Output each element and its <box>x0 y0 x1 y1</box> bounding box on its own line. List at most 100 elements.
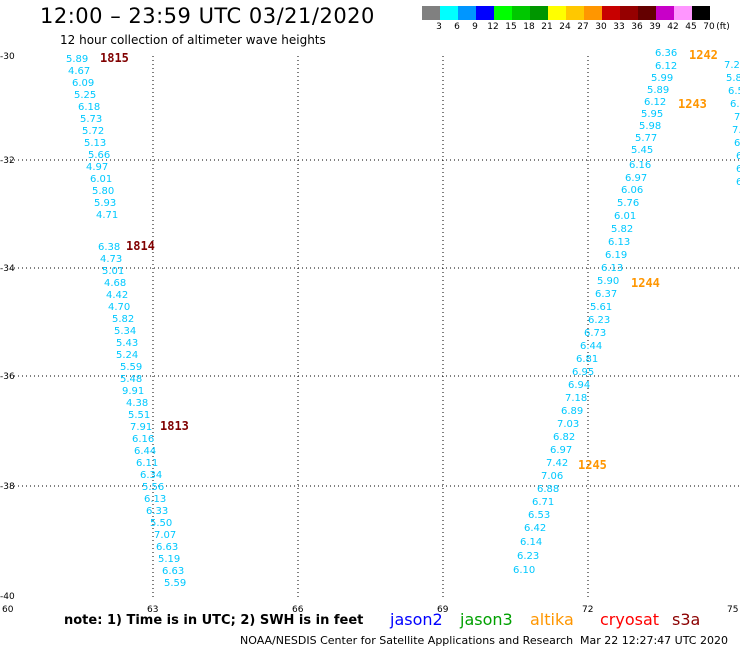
wave-height-value: 5.50 <box>150 518 172 529</box>
page-title: 12:00 – 23:59 UTC 03/21/2020 <box>40 4 375 28</box>
legend-value: 39 <box>649 22 661 32</box>
wave-height-value: 6.06 <box>621 185 643 196</box>
wave-height-value: 6.95 <box>572 367 594 378</box>
wave-height-value: 6.88 <box>537 484 559 495</box>
wave-height-value: 5.89 <box>66 54 88 65</box>
wave-height-value: 6.10 <box>513 565 535 576</box>
wave-height-value: 6.13 <box>601 263 623 274</box>
wave-height-value: 5.72 <box>82 126 104 137</box>
wave-height-value: 6.33 <box>146 506 168 517</box>
wave-height-value: 5.89 <box>647 85 669 96</box>
wave-height-value: 6.23 <box>588 315 610 326</box>
wave-height-value: 5.45 <box>631 145 653 156</box>
wave-height-value: 6.01 <box>90 174 112 185</box>
pass-time-label: 1813 <box>160 419 189 433</box>
wave-height-value: 6.71 <box>532 497 554 508</box>
wave-height-value: 5.51 <box>128 410 150 421</box>
legend-swatch <box>512 6 530 20</box>
wave-height-value: 5.95 <box>641 109 663 120</box>
wave-height-value: 6 <box>736 177 740 188</box>
wave-height-value: 4.42 <box>106 290 128 301</box>
wave-height-value: 5.01 <box>102 266 124 277</box>
timestamp-text: Mar 22 12:27:47 UTC 2020 <box>580 634 728 647</box>
wave-height-value: 6.44 <box>580 341 602 352</box>
legend-swatch <box>692 6 710 20</box>
wave-height-value: 6.2 <box>730 99 740 110</box>
wave-height-value: 5.56 <box>142 482 164 493</box>
legend-swatch <box>638 6 656 20</box>
wave-height-value: 4.67 <box>68 66 90 77</box>
wave-height-value: 4.38 <box>126 398 148 409</box>
longitude-tick-label: 72 <box>582 605 593 615</box>
wave-height-value: 6. <box>736 164 740 175</box>
wave-height-value: 6.53 <box>528 510 550 521</box>
legend-swatch <box>656 6 674 20</box>
wave-height-value: 5.76 <box>617 198 639 209</box>
wave-height-value: 5.24 <box>116 350 138 361</box>
credit-text: NOAA/NESDIS Center for Satellite Applica… <box>240 634 574 647</box>
legend-swatch <box>476 6 494 20</box>
wave-height-value: 5.48 <box>120 374 142 385</box>
note-text: note: 1) Time is in UTC; 2) SWH is in fe… <box>64 613 364 628</box>
wave-height-value: 6.42 <box>524 523 546 534</box>
page-subtitle: 12 hour collection of altimeter wave hei… <box>60 33 326 47</box>
legend-value: 21 <box>541 22 553 32</box>
wave-height-value: 5.90 <box>597 276 619 287</box>
wave-height-value: 7.07 <box>154 530 176 541</box>
wave-height-value: 4.97 <box>86 162 108 173</box>
wave-height-value: 4.71 <box>96 210 118 221</box>
legend-swatch <box>422 6 440 20</box>
wave-height-value: 6.34 <box>140 470 162 481</box>
wave-height-value: 7.06 <box>541 471 563 482</box>
wave-height-value: 6.19 <box>605 250 627 261</box>
longitude-tick-label: 69 <box>437 605 449 615</box>
pass-time-label: 1242 <box>689 48 718 62</box>
wave-height-value: 6.44 <box>134 446 156 457</box>
satellite-legend-jason2: jason2 <box>390 610 443 629</box>
wave-height-value: 6.12 <box>655 61 677 72</box>
legend-value: 70 <box>703 22 715 32</box>
pass-time-label: 1245 <box>578 458 607 472</box>
wave-height-value: 5.77 <box>635 133 657 144</box>
latitude-tick-label: -36 <box>0 372 15 382</box>
wave-height-value: 7.2 <box>724 60 740 71</box>
wave-height-value: 6.97 <box>550 445 572 456</box>
satellite-legend-altika: altika <box>530 610 574 629</box>
pass-time-label: 1244 <box>631 276 660 290</box>
wave-height-value: 6.94 <box>568 380 590 391</box>
wave-height-value: 6.23 <box>517 551 539 562</box>
satellite-legend-cryosat: cryosat <box>600 610 660 629</box>
wave-height-value: 5.19 <box>158 554 180 565</box>
wave-height-value: 7.18 <box>565 393 587 404</box>
wave-height-value: 4.73 <box>100 254 122 265</box>
wave-height-value: 6.13 <box>144 494 166 505</box>
wave-height-value: 6.11 <box>136 458 158 469</box>
legend-swatch <box>458 6 476 20</box>
satellite-legend-s3a: s3a <box>672 610 701 629</box>
wave-height-value: 6.36 <box>655 48 677 59</box>
legend-value: 33 <box>613 22 625 32</box>
wave-height-value: 6.81 <box>576 354 598 365</box>
wave-height-value: 6.82 <box>553 432 575 443</box>
legend-value: 27 <box>577 22 589 32</box>
wave-height-value: 6.63 <box>162 566 184 577</box>
pass-time-label: 1814 <box>126 239 155 253</box>
legend-value: 3 <box>436 22 442 32</box>
wave-height-value: 6.09 <box>72 78 94 89</box>
wave-height-value: 5.59 <box>164 578 186 589</box>
longitude-tick-label: 66 <box>292 605 304 615</box>
legend-value: 9 <box>472 22 478 32</box>
legend-value: 18 <box>523 22 535 32</box>
wave-height-value: 5.99 <box>651 73 673 84</box>
wave-height-value: 5.43 <box>116 338 138 349</box>
latitude-tick-label: -34 <box>0 264 15 274</box>
wave-height-value: 5.61 <box>590 302 612 313</box>
pass-time-label: 1243 <box>678 97 707 111</box>
legend-value: 12 <box>487 22 499 32</box>
wave-height-value: 9.91 <box>122 386 144 397</box>
legend-swatch <box>530 6 548 20</box>
wave-height-value: 5.13 <box>84 138 106 149</box>
legend-swatch <box>566 6 584 20</box>
legend-swatch <box>674 6 692 20</box>
